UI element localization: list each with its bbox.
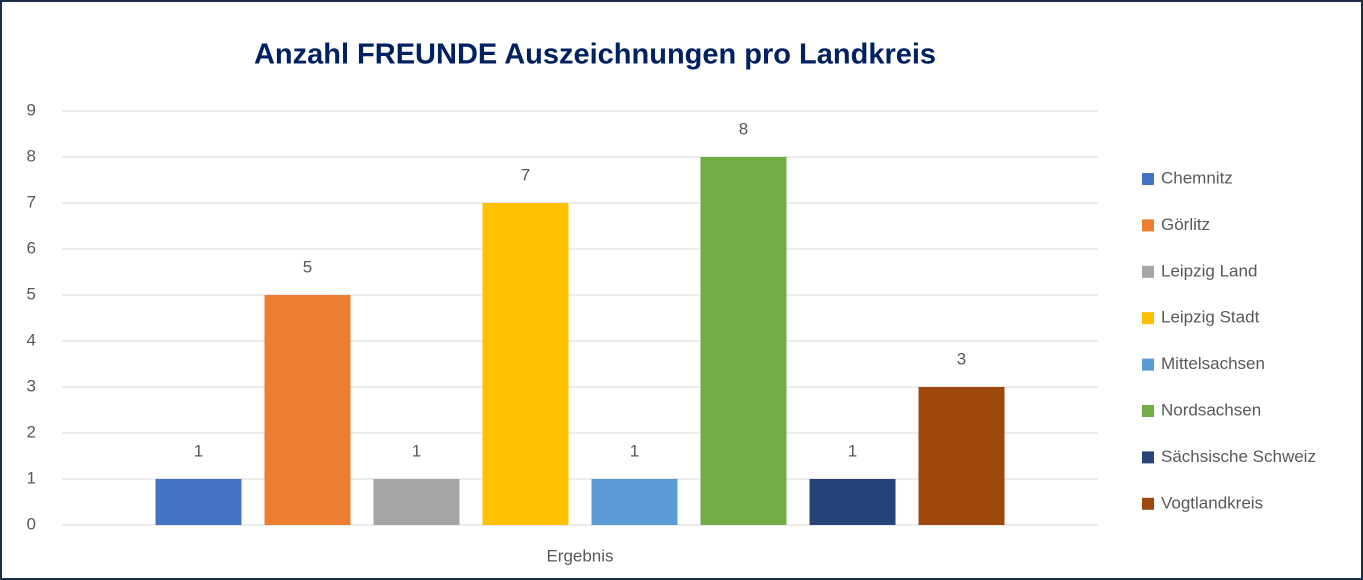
y-tick-label: 2 [27,422,36,441]
data-label: 7 [521,165,530,184]
legend-swatch [1142,265,1154,278]
y-tick-label: 1 [27,468,36,487]
bar [264,295,351,525]
legend-label: Sächsische Schweiz [1161,447,1316,466]
y-tick-label: 9 [27,100,36,119]
legend-label: Vogtlandkreis [1161,493,1263,512]
bar [155,479,242,525]
legend-swatch [1142,405,1154,417]
legend-label: Görlitz [1161,215,1210,234]
legend-swatch [1142,219,1154,232]
y-tick-label: 3 [27,376,36,395]
data-label: 8 [739,119,748,138]
y-tick-label: 8 [27,146,36,165]
bar [918,387,1005,525]
data-label: 1 [848,441,857,460]
y-tick-label: 5 [27,284,36,303]
chart-title: Anzahl FREUNDE Auszeichnungen pro Landkr… [254,39,936,71]
y-tick-label: 0 [27,514,36,533]
legend-swatch [1142,451,1154,464]
bar [809,479,896,525]
legend-swatch [1142,358,1154,371]
legend-label: Leipzig Land [1161,261,1257,280]
y-tick-label: 7 [27,192,36,211]
y-tick-label: 4 [27,330,36,349]
data-label: 1 [630,441,639,460]
bar [591,479,678,525]
bar [482,203,569,525]
legend-label: Mittelsachsen [1161,354,1265,373]
data-label: 1 [412,441,421,460]
data-label: 1 [194,441,203,460]
legend-label: Chemnitz [1161,168,1233,187]
bar [373,479,460,525]
x-tick-label: Ergebnis [546,546,613,565]
legend-label: Nordsachsen [1161,400,1261,419]
legend-swatch [1142,497,1154,510]
y-tick-label: 6 [27,238,36,257]
legend-swatch [1142,312,1154,325]
data-label: 3 [957,349,966,368]
bar [700,157,787,525]
legend-swatch [1142,173,1154,185]
legend-label: Leipzig Stadt [1161,308,1260,327]
data-label: 5 [303,257,312,276]
